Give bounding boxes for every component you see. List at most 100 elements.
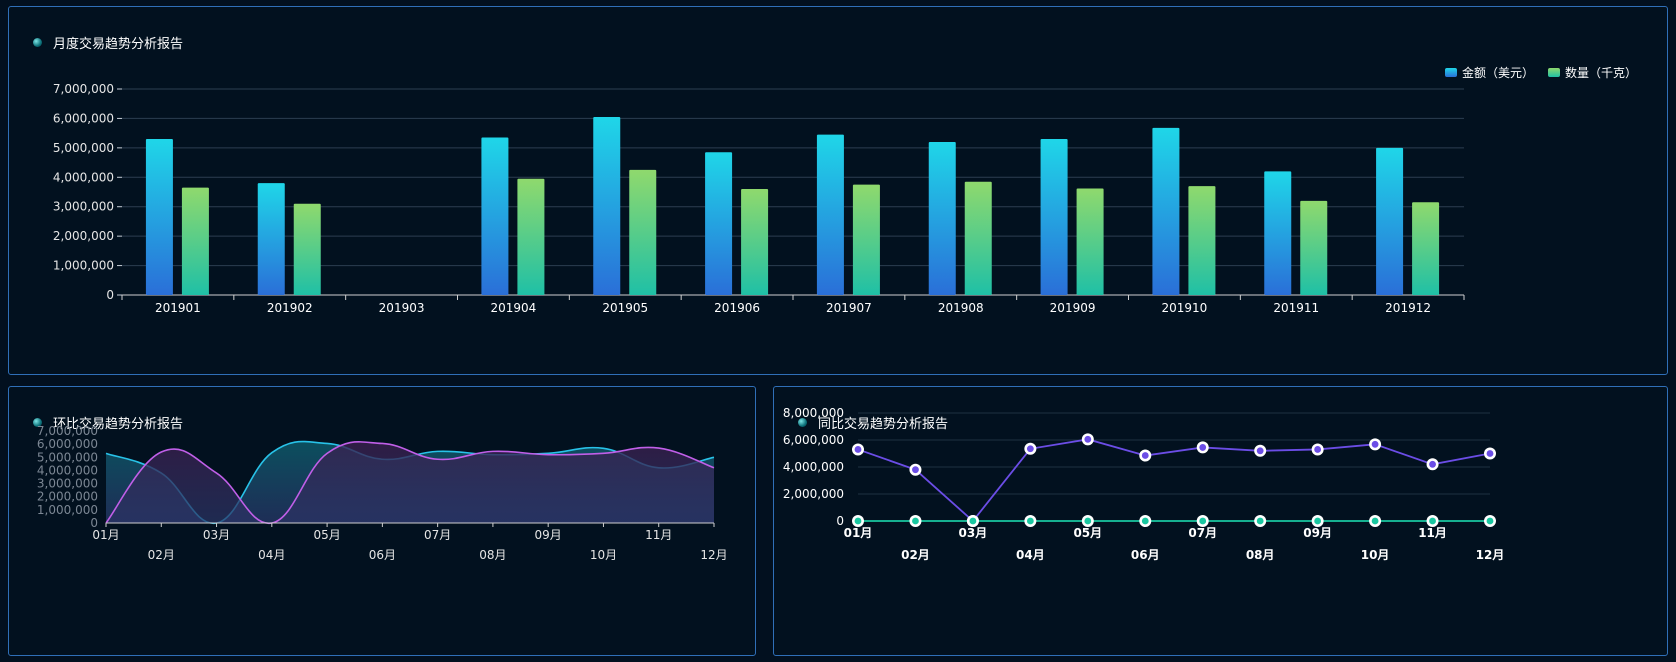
- legend-swatch: [1444, 68, 1457, 77]
- bar-quantity: [741, 189, 769, 295]
- bar-quantity: [629, 169, 657, 295]
- data-point: [1486, 450, 1494, 457]
- bar-chart: 7,000,000 6,000,000 5,000,000 4,000,000 3,00…: [53, 82, 1465, 315]
- x-tick-label: 201907: [826, 301, 872, 315]
- data-point: [1256, 517, 1264, 525]
- y-tick-label: 4,000,000: [783, 460, 844, 474]
- x-tick-label: 09月: [1303, 526, 1332, 540]
- data-point: [1199, 517, 1207, 525]
- panel-title: 月度交易趋势分析报告: [33, 33, 183, 52]
- y-tick-label: 0: [90, 516, 98, 530]
- line-chart: 8,000,000 6,000,000 4,000,000 2,000,000 001月…: [783, 406, 1505, 562]
- y-tick-label: 5,000,000: [53, 141, 114, 155]
- data-point: [969, 517, 977, 525]
- data-point: [1486, 517, 1494, 525]
- x-tick-label: 201905: [602, 301, 648, 315]
- data-point: [1141, 517, 1149, 525]
- y-tick-label: 6,000,000: [783, 433, 844, 447]
- panel-title: 同比交易趋势分析报告: [798, 413, 948, 432]
- bar-quantity: [1300, 200, 1328, 295]
- y-tick-label: 2,000,000: [37, 490, 98, 504]
- data-point: [1429, 517, 1436, 525]
- data-point: [1026, 445, 1034, 453]
- bar-quantity: [852, 184, 880, 295]
- x-tick-label: 201901: [155, 301, 201, 315]
- x-tick-label: 201904: [491, 301, 537, 315]
- x-tick-label: 201910: [1162, 301, 1208, 315]
- bar-quantity: [517, 178, 545, 295]
- y-tick-label: 6,000,000: [37, 437, 98, 451]
- panel-title: 环比交易趋势分析报告: [33, 413, 183, 432]
- x-tick-label: 07月: [424, 528, 451, 542]
- data-point: [912, 466, 919, 474]
- yoy-trend-panel: 同比交易趋势分析报告 8,000,000 6,000,000 4,000,000 2,…: [773, 386, 1668, 656]
- x-tick-label: 01月: [92, 528, 119, 542]
- y-tick-label: 3,000,000: [53, 200, 114, 214]
- bar-amount: [593, 116, 621, 295]
- data-point: [1429, 460, 1436, 468]
- data-point: [1084, 517, 1092, 525]
- data-point: [1314, 517, 1322, 525]
- bar-amount: [1376, 147, 1404, 295]
- bar-quantity: [1412, 202, 1440, 295]
- chart-legend[interactable]: 金额（美元） 数量（千克）: [1431, 64, 1637, 81]
- data-point: [854, 446, 862, 453]
- x-tick-label: 03月: [203, 528, 230, 542]
- bar-quantity: [181, 187, 209, 295]
- x-tick-label: 05月: [1073, 526, 1102, 540]
- bar-amount: [1040, 139, 1068, 295]
- x-tick-label: 12月: [1476, 548, 1505, 562]
- x-tick-label: 08月: [1246, 548, 1275, 562]
- bar-amount: [816, 134, 844, 295]
- bar-quantity: [1076, 188, 1104, 295]
- x-tick-label: 10月: [590, 548, 617, 562]
- title-dot-icon: [798, 418, 807, 427]
- y-tick-label: 2,000,000: [783, 487, 844, 501]
- bar-amount: [1264, 171, 1292, 295]
- legend-item-quantity[interactable]: 数量（千克）: [1547, 64, 1637, 81]
- x-tick-label: 08月: [479, 548, 506, 562]
- data-point: [1141, 452, 1149, 459]
- title-dot-icon: [33, 38, 42, 47]
- x-tick-label: 03月: [959, 526, 988, 540]
- x-tick-label: 02月: [148, 548, 175, 562]
- y-tick-label: 8,000,000: [783, 406, 844, 420]
- y-tick-label: 5,000,000: [37, 450, 98, 464]
- y-tick-label: 4,000,000: [37, 463, 98, 477]
- x-tick-label: 11月: [1418, 526, 1447, 540]
- data-point: [1256, 447, 1264, 455]
- x-tick-label: 02月: [901, 548, 930, 562]
- bar-amount: [928, 141, 956, 295]
- y-tick-label: 6,000,000: [53, 111, 114, 125]
- bar-amount: [481, 137, 509, 295]
- bar-amount: [145, 139, 173, 295]
- x-tick-label: 10月: [1361, 548, 1390, 562]
- x-tick-label: 04月: [1016, 548, 1045, 562]
- x-tick-label: 12月: [700, 548, 727, 562]
- legend-item-amount[interactable]: 金额（美元）: [1444, 64, 1534, 81]
- x-tick-label: 201903: [379, 301, 425, 315]
- title-dot-icon: [33, 418, 42, 427]
- bar-quantity: [293, 203, 321, 295]
- mom-trend-panel: 环比交易趋势分析报告 7,000,000 6,000,000 5,000,000 4,…: [8, 386, 756, 656]
- x-tick-label: 201908: [938, 301, 984, 315]
- data-point: [1199, 444, 1207, 451]
- x-tick-label: 01月: [844, 526, 873, 540]
- y-tick-label: 4,000,000: [53, 170, 114, 184]
- y-tick-label: 3,000,000: [37, 477, 98, 491]
- bar-amount: [1152, 127, 1180, 296]
- x-tick-label: 07月: [1188, 526, 1217, 540]
- data-point: [1084, 435, 1092, 443]
- x-tick-label: 04月: [258, 548, 285, 562]
- x-tick-label: 09月: [535, 528, 562, 542]
- y-tick-label: 1,000,000: [53, 259, 114, 273]
- data-point: [1371, 517, 1379, 525]
- data-point: [1371, 440, 1379, 448]
- x-tick-label: 11月: [645, 528, 672, 542]
- x-tick-label: 201912: [1385, 301, 1431, 315]
- x-tick-label: 201911: [1273, 301, 1319, 315]
- legend-swatch: [1547, 68, 1560, 77]
- data-point: [854, 517, 862, 525]
- y-tick-label: 7,000,000: [53, 82, 114, 96]
- x-tick-label: 05月: [313, 528, 340, 542]
